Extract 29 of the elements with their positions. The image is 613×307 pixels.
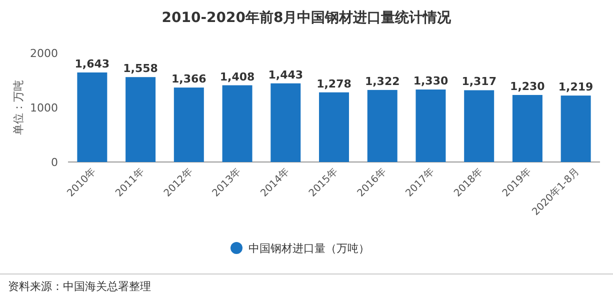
data-label: 1,219	[558, 80, 594, 94]
data-label: 1,408	[220, 70, 255, 84]
chart-title: 2010-2020年前8月中国钢材进口量统计情况	[162, 9, 452, 26]
y-tick-label: 2000	[30, 47, 58, 60]
bar	[126, 77, 156, 162]
bar	[512, 94, 542, 162]
data-label: 1,443	[268, 68, 304, 82]
bar	[174, 88, 204, 162]
data-label: 1,317	[462, 75, 496, 88]
data-label: 1,330	[413, 74, 448, 88]
data-label: 1,366	[172, 72, 207, 86]
data-label: 1,278	[316, 77, 352, 90]
bar	[560, 96, 591, 162]
legend-label: 中国钢材进口量（万吨）	[248, 242, 370, 255]
data-label: 1,322	[364, 74, 400, 88]
data-label: 1,643	[74, 57, 110, 70]
bar	[270, 83, 301, 162]
bar	[464, 90, 494, 162]
bar	[77, 72, 108, 162]
y-axis-title: 单位：万吨	[12, 80, 25, 135]
y-tick-label: 1000	[30, 102, 58, 114]
text: 资料来源：中国海关总署整理	[8, 280, 151, 293]
data-label: 1,558	[123, 62, 158, 76]
bar	[222, 85, 252, 162]
bar	[367, 90, 398, 162]
y-tick-label: 0	[51, 156, 58, 169]
bar	[416, 90, 446, 162]
bar	[319, 92, 349, 162]
data-label: 1,230	[510, 80, 546, 93]
